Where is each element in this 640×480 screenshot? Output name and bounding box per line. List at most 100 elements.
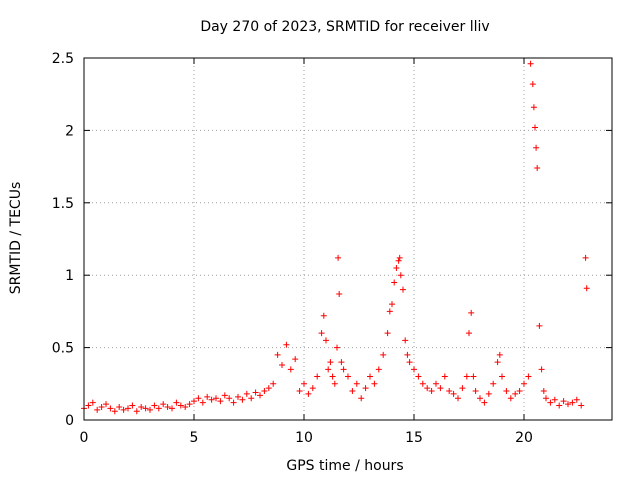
- data-point: [257, 392, 263, 399]
- data-point: [396, 254, 403, 261]
- data-point: [406, 359, 413, 366]
- data-point: [468, 309, 475, 316]
- data-point: [327, 359, 334, 366]
- data-point: [358, 395, 365, 402]
- data-point: [283, 341, 290, 348]
- data-point: [329, 373, 336, 380]
- data-point: [540, 388, 547, 395]
- data-point: [424, 385, 431, 392]
- data-point: [481, 399, 488, 406]
- data-point: [182, 403, 189, 410]
- data-point: [419, 380, 426, 387]
- data-point: [534, 165, 541, 172]
- data-point: [578, 402, 585, 409]
- data-point: [107, 405, 114, 412]
- data-point: [169, 405, 175, 412]
- data-point: [389, 301, 395, 308]
- data-point: [527, 60, 534, 67]
- data-point: [142, 405, 149, 412]
- data-point: [512, 390, 519, 397]
- data-point: [380, 351, 387, 358]
- data-point: [208, 396, 215, 403]
- data-point: [334, 344, 340, 351]
- data-point: [199, 399, 206, 406]
- data-point: [411, 366, 417, 373]
- data-point: [496, 351, 503, 358]
- data-point: [547, 399, 554, 406]
- data-point: [384, 330, 391, 337]
- x-tick-label: 5: [190, 430, 199, 446]
- data-point: [371, 380, 378, 387]
- data-point: [221, 392, 228, 399]
- data-point: [516, 388, 523, 395]
- data-point: [85, 402, 92, 409]
- data-point: [529, 81, 536, 88]
- y-tick-label: 2: [65, 123, 74, 139]
- data-point: [556, 402, 563, 409]
- data-point: [499, 373, 505, 380]
- x-tick-label: 15: [405, 430, 423, 446]
- y-axis-label: SRMTID / TECUs: [8, 182, 24, 295]
- x-axis-label: GPS time / hours: [286, 458, 403, 474]
- data-point: [217, 398, 224, 405]
- data-point: [538, 366, 545, 373]
- data-point: [450, 390, 457, 397]
- data-point: [265, 385, 272, 392]
- data-point: [485, 390, 492, 397]
- data-point: [472, 388, 479, 395]
- data-markers: [81, 60, 590, 415]
- data-point: [560, 398, 567, 405]
- data-point: [353, 380, 360, 387]
- data-point: [362, 385, 369, 392]
- data-point: [569, 399, 576, 406]
- data-point: [397, 272, 404, 279]
- data-point: [437, 385, 444, 392]
- data-point: [582, 254, 589, 261]
- data-point: [177, 402, 184, 409]
- data-point: [125, 405, 131, 412]
- data-point: [270, 380, 277, 387]
- x-tick-label: 20: [515, 430, 533, 446]
- data-point: [494, 359, 501, 366]
- data-point: [507, 395, 514, 402]
- data-point: [213, 395, 219, 402]
- data-point: [583, 285, 590, 292]
- data-point: [186, 401, 193, 408]
- data-point: [120, 406, 127, 413]
- data-point: [477, 395, 483, 402]
- data-point: [565, 401, 571, 408]
- data-point: [138, 403, 145, 410]
- data-point: [89, 399, 96, 406]
- data-point: [367, 373, 373, 380]
- data-point: [116, 403, 123, 410]
- data-point: [129, 402, 136, 409]
- data-point: [204, 393, 211, 400]
- data-point: [103, 401, 109, 408]
- data-point: [335, 254, 342, 261]
- data-point: [98, 403, 105, 410]
- data-point: [314, 373, 321, 380]
- data-point: [94, 406, 101, 413]
- axes: 0 5 10 15 20 0 0.5 1 1.5 2 2.5: [52, 51, 613, 446]
- y-tick-label: 0: [65, 413, 74, 429]
- data-point: [415, 373, 422, 380]
- y-tick-label: 1: [65, 268, 74, 284]
- data-point: [252, 389, 259, 396]
- data-point: [151, 402, 158, 409]
- data-point: [551, 396, 558, 403]
- chart-title: Day 270 of 2023, SRMTID for receiver lli…: [200, 19, 489, 35]
- data-point: [349, 388, 356, 395]
- data-point: [287, 366, 294, 373]
- plot-frame: [83, 57, 613, 421]
- data-point: [533, 144, 540, 151]
- data-point: [195, 395, 202, 402]
- data-point: [274, 351, 281, 358]
- data-point: [455, 395, 461, 402]
- data-point: [336, 291, 343, 298]
- data-point: [155, 405, 162, 412]
- data-point: [391, 279, 398, 286]
- data-point: [296, 388, 303, 395]
- data-point: [543, 395, 549, 402]
- data-point: [345, 373, 351, 380]
- data-point: [323, 337, 329, 344]
